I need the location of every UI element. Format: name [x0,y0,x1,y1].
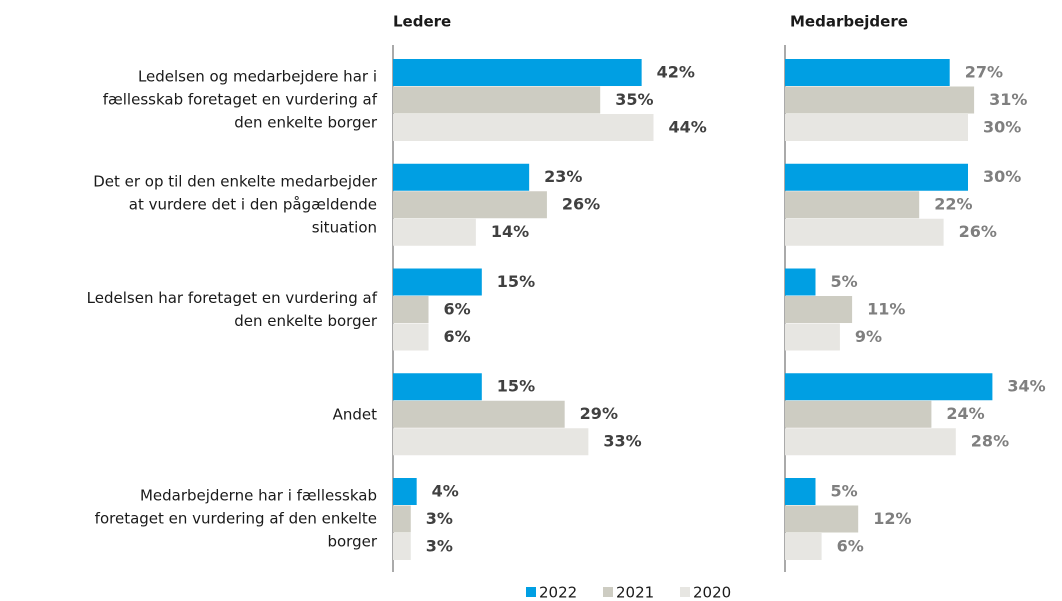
value-label: 44% [668,117,706,136]
value-label: 6% [837,536,864,555]
value-label: 35% [615,90,653,109]
bar [393,373,482,401]
legend-swatch [603,587,613,597]
category-label: Det er op til den enkelte medarbejder at… [93,172,377,237]
bar [393,163,530,191]
value-label: 3% [426,536,453,555]
bar [785,400,932,428]
category-label: Ledelsen og medarbejdere har i fællesska… [102,67,377,132]
value-label: 3% [426,509,453,528]
value-label: 6% [444,299,471,318]
bar [393,478,417,505]
bar [785,296,853,323]
category-label: Medarbejderne har i fællesskab foretaget… [94,486,377,551]
value-label: 15% [497,272,535,291]
value-label: 4% [432,481,459,500]
value-label: 24% [946,404,984,423]
bar [785,323,840,351]
value-label: 27% [965,62,1003,81]
bar [785,268,816,296]
legend-label: 2020 [693,584,731,601]
value-label: 14% [491,222,529,241]
value-label: 26% [562,195,600,214]
legend-label: 2021 [616,584,654,601]
category-label: Andet [332,405,377,423]
bar [785,428,956,456]
bar [393,428,589,456]
bar [393,59,642,86]
value-label: 22% [934,195,972,214]
value-label: 29% [580,404,618,423]
bar [785,478,816,505]
value-label: 5% [831,272,858,291]
bar [393,323,429,351]
value-label: 28% [971,432,1009,451]
value-label: 30% [983,167,1021,186]
value-label: 42% [657,62,695,81]
bar [785,59,950,86]
value-label: 34% [1007,377,1045,396]
bar [393,296,429,323]
bar [393,114,654,141]
bar [785,505,859,533]
bar [785,114,968,141]
bar [393,533,411,560]
value-label: 11% [867,299,905,318]
bar [785,533,822,560]
panel-title: Ledere [393,13,451,31]
bar [785,163,968,191]
bar [785,86,975,114]
value-label: 31% [989,90,1027,109]
bar [785,373,993,401]
value-label: 30% [983,117,1021,136]
panel-title: Medarbejdere [790,13,908,31]
value-label: 5% [831,481,858,500]
value-label: 23% [544,167,582,186]
value-label: 6% [444,327,471,346]
bar [785,218,944,246]
category-label: Ledelsen har foretaget en vurdering af d… [86,288,377,330]
bar [393,400,565,428]
legend-swatch [680,587,690,597]
legend-label: 2022 [539,584,577,601]
value-label: 9% [855,327,882,346]
bar [393,505,411,533]
value-label: 26% [959,222,997,241]
bar [785,191,920,219]
bar [393,191,547,219]
legend-swatch [526,587,536,597]
value-label: 33% [603,432,641,451]
value-label: 15% [497,377,535,396]
value-label: 12% [873,509,911,528]
bar [393,218,476,246]
bar [393,86,601,114]
bar [393,268,482,296]
